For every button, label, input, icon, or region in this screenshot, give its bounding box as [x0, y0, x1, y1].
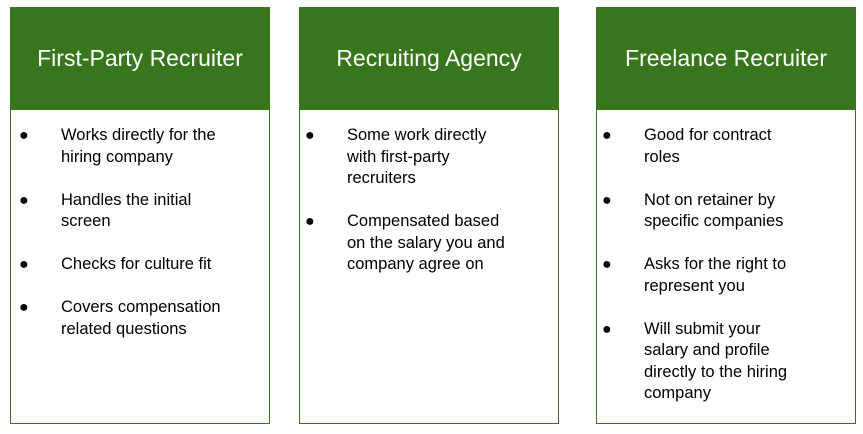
- list-item: ● Works directly for the hiring company: [11, 125, 269, 168]
- card-title: Recruiting Agency: [336, 45, 522, 71]
- list-item: ● Asks for the right to represent you: [597, 254, 855, 297]
- list-item: ● Not on retainer by specific companies: [597, 190, 855, 233]
- bullet-icon: ●: [305, 127, 315, 144]
- card-list: ● Good for contract roles ● Not on retai…: [597, 125, 855, 426]
- list-item: ● Some work directly with first-party re…: [300, 125, 558, 190]
- list-item-text: Works directly for the hiring company: [61, 126, 216, 166]
- list-item: ● Good for contract roles: [597, 125, 855, 168]
- card-first-party-recruiter: First-Party Recruiter ● Works directly f…: [10, 7, 270, 424]
- list-item-text: Asks for the right to represent you: [644, 255, 787, 295]
- list-item-text: Will submit your salary and profile dire…: [644, 319, 788, 403]
- card-recruiting-agency: Recruiting Agency ● Some work directly w…: [299, 7, 559, 424]
- list-item: ● Handles the initial screen: [11, 190, 269, 233]
- card-header: Recruiting Agency: [299, 7, 559, 110]
- bullet-icon: ●: [19, 299, 29, 316]
- bullet-icon: ●: [602, 127, 612, 144]
- bullet-icon: ●: [305, 213, 315, 230]
- bullet-icon: ●: [602, 320, 612, 338]
- bullet-icon: ●: [19, 127, 29, 144]
- list-item-text: Not on retainer by specific companies: [644, 190, 784, 231]
- bullet-icon: ●: [602, 256, 612, 273]
- card-list: ● Some work directly with first-party re…: [300, 125, 558, 319]
- list-item: ● Compensated based on the salary you an…: [300, 211, 558, 297]
- bullet-icon: ●: [602, 191, 612, 209]
- list-item-text: Checks for culture fit: [61, 255, 212, 273]
- card-title: Freelance Recruiter: [625, 45, 827, 71]
- card-header: Freelance Recruiter: [596, 7, 856, 110]
- bullet-icon: ●: [19, 191, 29, 209]
- card-freelance-recruiter: Freelance Recruiter ● Good for contract …: [596, 7, 856, 424]
- card-list: ● Works directly for the hiring company …: [11, 125, 269, 362]
- list-item: ● Covers compensation related questions: [11, 297, 269, 340]
- list-item-text: Covers compensation related questions: [61, 298, 221, 338]
- list-item-text: Good for contract roles: [644, 126, 772, 166]
- list-item: ● Will submit your salary and profile di…: [597, 319, 855, 405]
- bullet-icon: ●: [19, 256, 29, 273]
- list-item: ● Checks for culture fit: [11, 254, 269, 276]
- card-header: First-Party Recruiter: [10, 7, 270, 110]
- list-item-text: Handles the initial screen: [61, 190, 192, 231]
- list-item-text: Some work directly with first-party recr…: [347, 126, 487, 187]
- list-item-text: Compensated based on the salary you and …: [347, 212, 505, 273]
- card-title: First-Party Recruiter: [37, 45, 243, 71]
